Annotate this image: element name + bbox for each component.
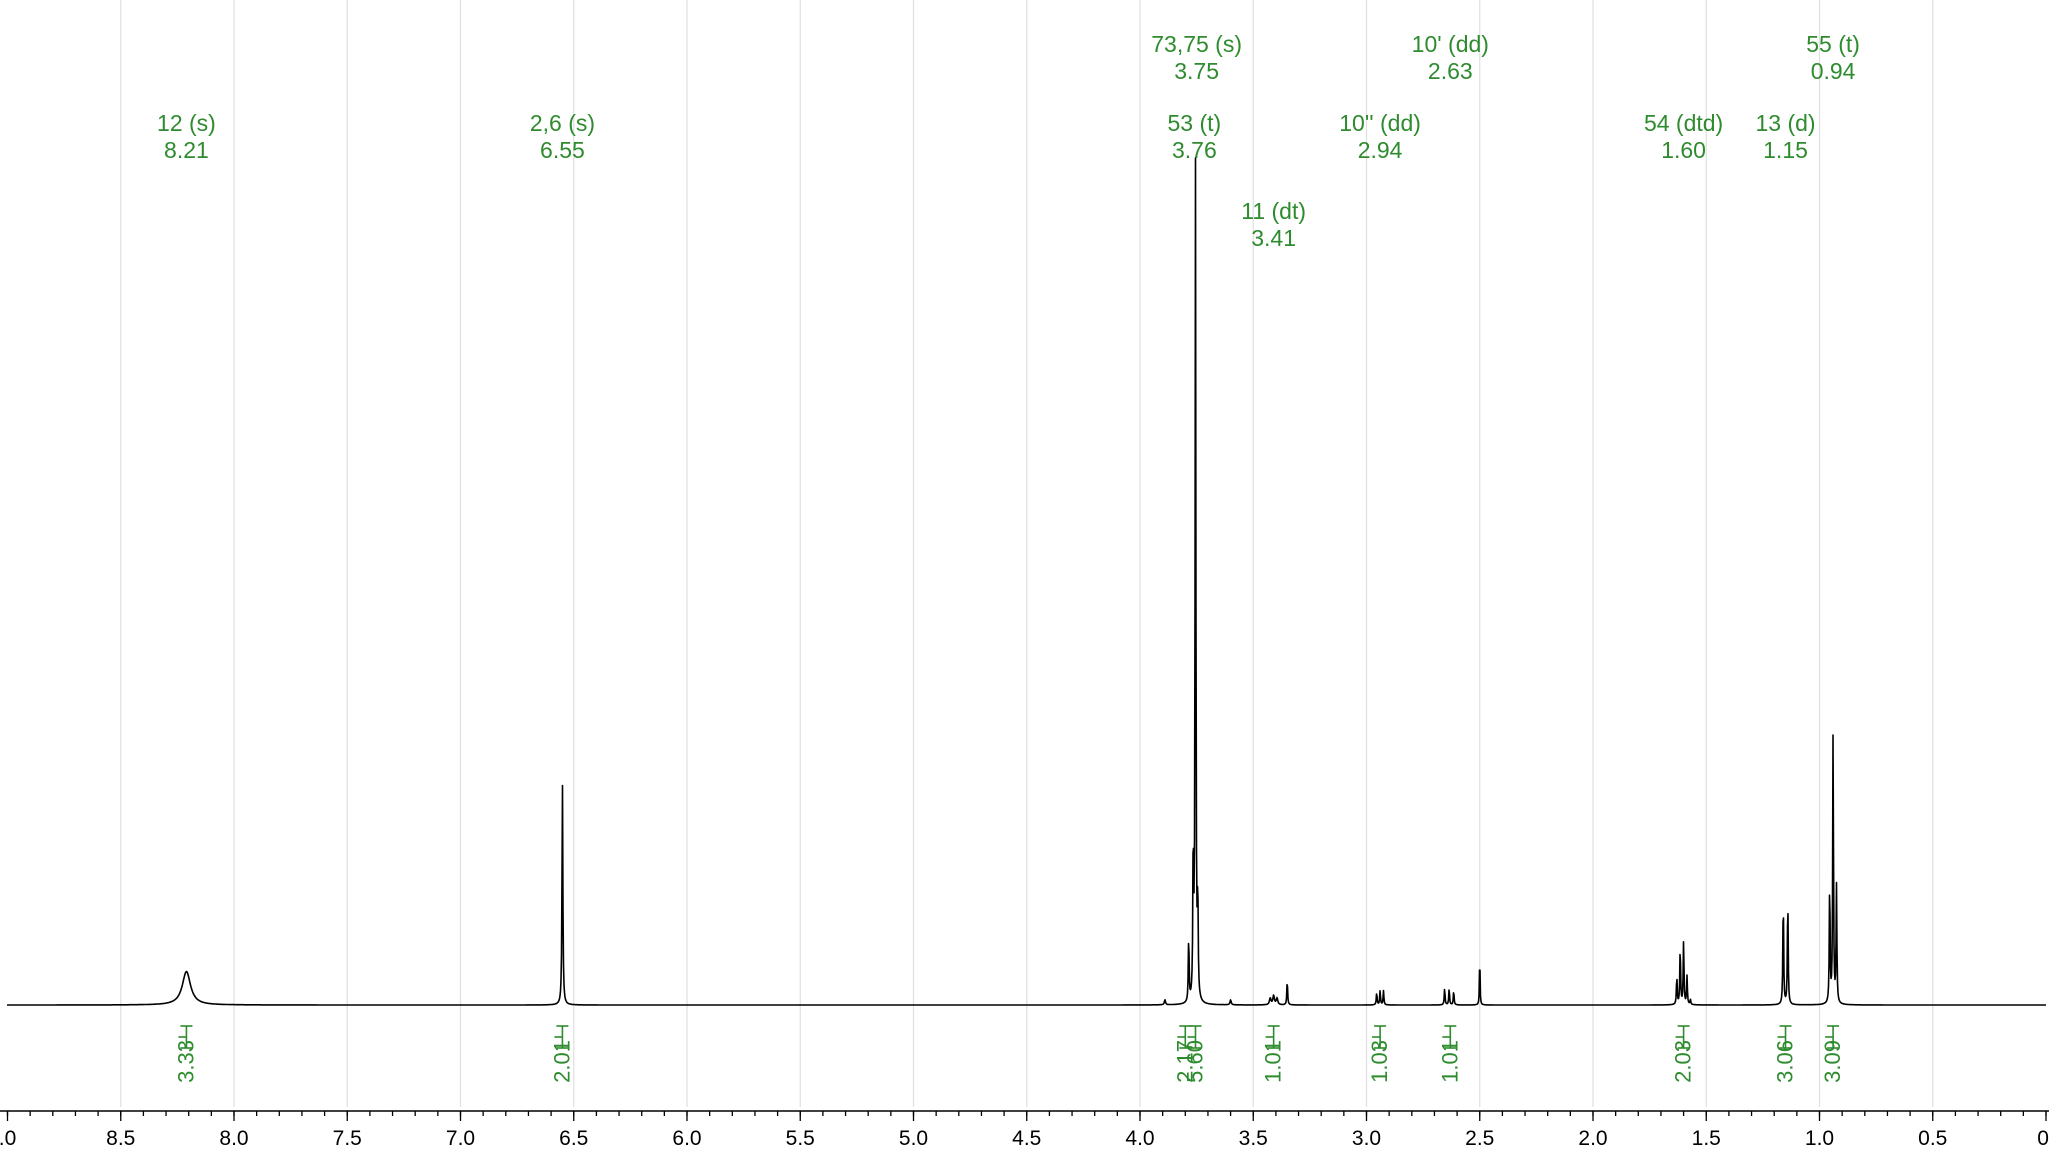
integral-value: 2.17	[1172, 1040, 1197, 1083]
x-tick-label: 8.5	[106, 1127, 135, 1150]
peak-label: 73,75 (s)	[1151, 31, 1242, 57]
x-tick-label: 2.5	[1465, 1127, 1494, 1150]
integral-value: 2.03	[1671, 1040, 1696, 1083]
integral-marker: 1.01	[1437, 1025, 1462, 1083]
peak-label: 12 (s)	[157, 110, 216, 136]
peak-label: 54 (dtd)	[1644, 110, 1723, 136]
x-tick-label: 5.5	[786, 1127, 815, 1150]
integral-value: 1.03	[1367, 1040, 1392, 1083]
integral-marker: 3.09	[1820, 1025, 1845, 1083]
peak-label: 13 (d)	[1755, 110, 1815, 136]
spectrum-trace	[6, 157, 2047, 1006]
peak-label: 53 (t)	[1168, 110, 1222, 136]
x-tick-label: 4.5	[1012, 1127, 1041, 1150]
integral-marker: 1.03	[1367, 1025, 1392, 1083]
peak-label: 55 (t)	[1806, 31, 1860, 57]
peak-shift-label: 3.41	[1251, 225, 1296, 251]
x-tick-label: 4.0	[1125, 1127, 1154, 1150]
integral-value: 1.01	[1261, 1040, 1286, 1083]
peak-label: 2,6 (s)	[530, 110, 595, 136]
x-tick-label: 1.5	[1692, 1127, 1721, 1150]
integral-marker: 2.17	[1172, 1025, 1197, 1083]
integral-marker: 1.01	[1261, 1025, 1286, 1083]
peak-label: 11 (dt)	[1241, 198, 1306, 224]
integral-marker: 2.03	[1671, 1025, 1696, 1083]
peak-shift-label: 1.60	[1661, 137, 1706, 163]
integral-value: 3.33	[173, 1040, 198, 1083]
x-tick-label: 6.5	[559, 1127, 588, 1150]
x-tick-label: 1.0	[1805, 1127, 1834, 1150]
x-tick-label: 7.5	[333, 1127, 362, 1150]
integral-marker: 5.60	[1182, 1025, 1207, 1083]
peak-label: 10'' (dd)	[1339, 110, 1421, 136]
peak-label: 10' (dd)	[1412, 31, 1489, 57]
x-tick-label: 2.0	[1578, 1127, 1607, 1150]
integral-annotations: 3.33 2.01 2.175.60 1.01 1.03 1.01 2.03 3.06 3.09	[173, 1025, 1845, 1083]
integral-marker: 2.01	[549, 1025, 574, 1083]
peak-shift-label: 8.21	[164, 137, 209, 163]
peak-shift-label: 2.94	[1358, 137, 1403, 163]
x-tick-label: 3.5	[1239, 1127, 1268, 1150]
integral-value: 1.01	[1437, 1040, 1462, 1083]
peak-shift-label: 1.15	[1763, 137, 1808, 163]
peak-shift-label: 0.94	[1811, 58, 1856, 84]
x-tick-label: 5.0	[899, 1127, 928, 1150]
integral-value: 3.06	[1773, 1040, 1798, 1083]
gridlines	[120, 0, 1934, 1107]
integral-marker: 3.06	[1773, 1025, 1798, 1083]
x-tick-label: 6.0	[672, 1127, 701, 1150]
peak-shift-label: 3.76	[1172, 137, 1217, 163]
x-tick-label: 3.0	[1352, 1127, 1381, 1150]
integral-value: 3.09	[1820, 1040, 1845, 1083]
x-tick-label: 0.	[2037, 1127, 2049, 1150]
x-tick-label: 8.0	[219, 1127, 248, 1150]
peak-shift-label: 2.63	[1428, 58, 1473, 84]
peak-annotations: 12 (s)8.21 2,6 (s)6.55 73,75 (s)3.75 53 (t)…	[157, 31, 1860, 251]
peak-shift-label: 3.75	[1174, 58, 1219, 84]
integral-marker: 3.33	[173, 1025, 198, 1083]
x-axis: .0 8.5 8.0 7.5 7.0 6.5 6.0 5.5 5.0 4.5 4.0 3.5 3.0 2.…	[0, 1110, 2049, 1150]
x-tick-label: 0.5	[1918, 1127, 1947, 1150]
integral-value: 5.60	[1182, 1040, 1207, 1083]
x-tick-label: .0	[0, 1127, 16, 1150]
integral-value: 2.01	[549, 1040, 574, 1083]
x-tick-label: 7.0	[446, 1127, 475, 1150]
peak-shift-label: 6.55	[540, 137, 585, 163]
